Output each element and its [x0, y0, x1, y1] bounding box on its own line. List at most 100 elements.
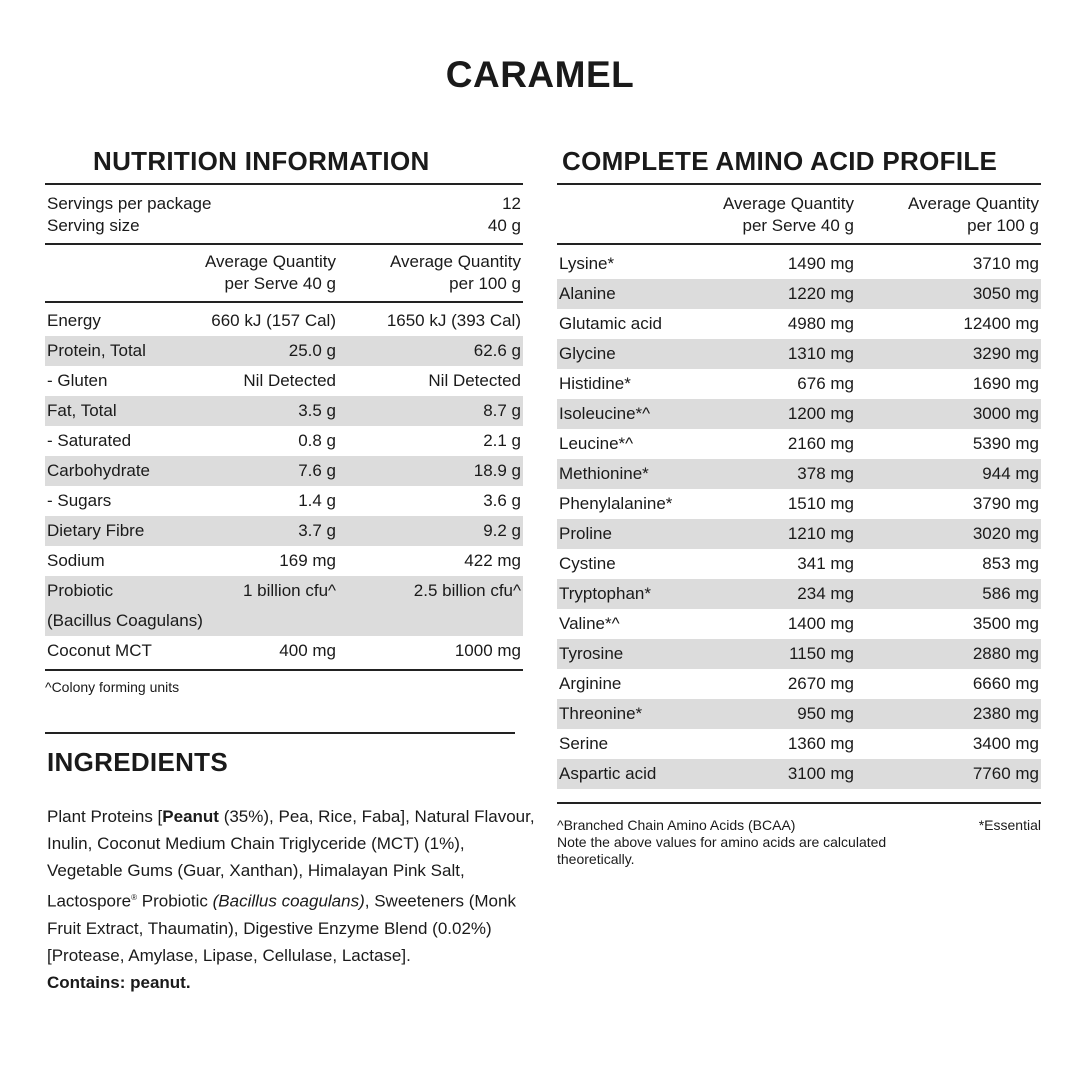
per-100g-value: 3.6 g [483, 491, 521, 510]
row-name: Methionine* [559, 464, 649, 483]
per-serve-value: 1150 mg [789, 644, 854, 663]
ingredients-heading: INGREDIENTS [47, 747, 228, 777]
per-100g-value: 62.6 g [473, 341, 521, 360]
per-serve-value: 25.0 g [288, 341, 336, 360]
table-row: Probiotic 1 billion cfu^ 2.5 billion cfu^ (… [45, 576, 523, 636]
per-serve-value: 0.8 g [298, 431, 336, 450]
per-serve-value: 2670 mg [787, 674, 854, 693]
per-serve-value: 2160 mg [787, 434, 854, 453]
table-row: Carbohydrate 7.6 g 18.9 g [45, 456, 523, 486]
table-row: Isoleucine*^ 1200 mg 3000 mg [557, 399, 1041, 429]
allergen-statement: Contains: peanut. [47, 972, 191, 992]
amino-heading: COMPLETE AMINO ACID PROFILE [562, 146, 998, 176]
per-serve-value: 1 billion cfu^ [242, 581, 336, 600]
table-row: Serine 1360 mg 3400 mg [557, 729, 1041, 759]
row-name-continued: (Bacillus Coagulans) [47, 611, 203, 630]
ingredients-segment: Probiotic [137, 891, 213, 911]
ingredients-segment: (Bacillus coagulans) [212, 891, 365, 911]
row-name: Histidine* [559, 374, 631, 393]
per-100g-value: 1650 kJ (393 Cal) [386, 311, 521, 330]
row-name: Glycine [559, 344, 616, 363]
per-serve-value: 1200 mg [787, 404, 854, 423]
per-100g-value: 853 mg [982, 554, 1039, 573]
per-100g-value: 5390 mg [972, 434, 1039, 453]
per-serve-value: 378 mg [797, 464, 854, 483]
nutrition-table: Servings per package 12 Serving size 40 … [45, 183, 523, 696]
per-100g-value: 3050 mg [972, 284, 1039, 303]
table-row: Tyrosine 1150 mg 2880 mg [557, 639, 1041, 669]
row-name: - Saturated [47, 431, 132, 450]
per-serve-value: 1210 mg [787, 524, 854, 543]
row-name: Dietary Fibre [47, 521, 145, 540]
per-serve-value: 676 mg [797, 374, 854, 393]
per-serve-value: 1220 mg [787, 284, 854, 303]
page-title: CARAMEL [445, 54, 635, 95]
nutrition-footnote: ^Colony forming units [45, 679, 180, 695]
col-header-serve: Average Quantity per Serve 40 g [204, 252, 336, 293]
ingredients-text: Plant Proteins [Peanut (35%), Pea, Rice,… [47, 803, 537, 996]
row-name: Protein, Total [47, 341, 146, 360]
per-serve-value: 400 mg [279, 641, 336, 660]
table-row: Glutamic acid 4980 mg 12400 mg [557, 309, 1041, 339]
per-serve-value: 1.4 g [298, 491, 336, 510]
row-name: Phenylalanine* [559, 494, 673, 513]
essential-footnote: *Essential [978, 817, 1041, 833]
col-header-100g: Average Quantity per 100 g [389, 252, 521, 293]
per-100g-value: 2.1 g [483, 431, 521, 450]
row-name: Sodium [47, 551, 105, 570]
table-row: Lysine* 1490 mg 3710 mg [557, 249, 1041, 279]
per-100g-value: 1000 mg [454, 641, 521, 660]
table-row: Alanine 1220 mg 3050 mg [557, 279, 1041, 309]
per-serve-value: 660 kJ (157 Cal) [211, 311, 336, 330]
per-serve-value: 1510 mg [787, 494, 854, 513]
per-serve-value: 1400 mg [787, 614, 854, 633]
table-row: Threonine* 950 mg 2380 mg [557, 699, 1041, 729]
row-name: Arginine [559, 674, 622, 693]
per-serve-value: 3.7 g [298, 521, 336, 540]
per-serve-value: 234 mg [797, 584, 854, 603]
table-row: Coconut MCT 400 mg 1000 mg [45, 636, 523, 666]
row-name: Isoleucine*^ [559, 404, 651, 423]
bcaa-footnote: ^Branched Chain Amino Acids (BCAA) [557, 817, 796, 833]
per-100g-value: 1690 mg [972, 374, 1039, 393]
per-serve-value: 950 mg [797, 704, 854, 723]
per-100g-value: 3400 mg [972, 734, 1039, 753]
row-name: Carbohydrate [47, 461, 151, 480]
row-name: Lysine* [559, 254, 615, 273]
table-row: - Sugars 1.4 g 3.6 g [45, 486, 523, 516]
table-row: Tryptophan* 234 mg 586 mg [557, 579, 1041, 609]
row-name: Alanine [559, 284, 616, 303]
per-100g-value: 3710 mg [972, 254, 1039, 273]
row-name: Aspartic acid [559, 764, 657, 783]
col-header-100g: Average Quantity per 100 g [907, 194, 1039, 235]
per-100g-value: 12400 mg [963, 314, 1039, 333]
row-name: Proline [559, 524, 612, 543]
table-row: Leucine*^ 2160 mg 5390 mg [557, 429, 1041, 459]
table-row: Sodium 169 mg 422 mg [45, 546, 523, 576]
per-100g-value: 2880 mg [972, 644, 1039, 663]
per-100g-value: 3790 mg [972, 494, 1039, 513]
per-serve-value: 4980 mg [787, 314, 854, 333]
row-name: Probiotic [47, 581, 114, 600]
row-name: Cystine [559, 554, 616, 573]
per-serve-value: 7.6 g [298, 461, 336, 480]
table-row: Arginine 2670 mg 6660 mg [557, 669, 1041, 699]
per-100g-value: 3500 mg [972, 614, 1039, 633]
amino-note: Note the above values for amino acids ar… [557, 834, 887, 867]
per-100g-value: 18.9 g [473, 461, 521, 480]
row-name: Threonine* [559, 704, 643, 723]
row-name: Fat, Total [47, 401, 117, 420]
table-row: Methionine* 378 mg 944 mg [557, 459, 1041, 489]
row-name: Glutamic acid [559, 314, 662, 333]
serving-size-value: 40 g [487, 216, 521, 235]
per-100g-value: Nil Detected [428, 371, 521, 390]
divider [45, 732, 515, 734]
per-100g-value: 3290 mg [972, 344, 1039, 363]
table-row: Cystine 341 mg 853 mg [557, 549, 1041, 579]
per-100g-value: 2380 mg [972, 704, 1039, 723]
per-serve-value: 1490 mg [787, 254, 854, 273]
per-100g-value: 2.5 billion cfu^ [413, 581, 521, 600]
row-name: - Sugars [47, 491, 112, 510]
row-name: Tyrosine [559, 644, 624, 663]
per-100g-value: 8.7 g [483, 401, 521, 420]
